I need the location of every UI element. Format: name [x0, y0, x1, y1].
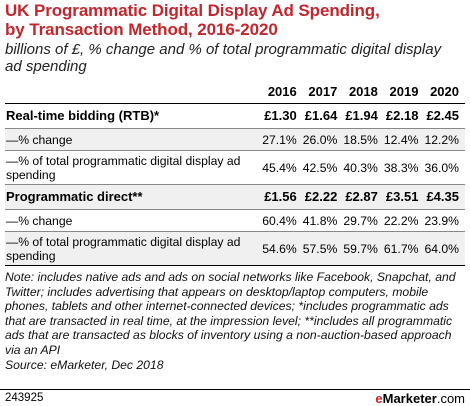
logo-e: e — [375, 390, 383, 406]
notes: Note: includes native ads and ads on soc… — [5, 270, 465, 372]
row-label: —% of total programmatic digital display… — [6, 153, 241, 182]
table-cell: 40.3% — [343, 160, 378, 175]
table-cell: £2.18 — [385, 108, 419, 123]
logo-domain: .com — [436, 390, 465, 406]
table-cell: £1.94 — [345, 108, 378, 123]
table-header-label — [5, 79, 262, 104]
row-label: Programmatic direct** — [5, 184, 263, 210]
header: UK Programmatic Digital Display Ad Spend… — [5, 0, 465, 75]
table-row: —% of total programmatic digital display… — [5, 231, 465, 266]
column-header-2017: 2017 — [308, 84, 338, 99]
row-label: —% of total programmatic digital display… — [5, 231, 263, 266]
table-body: Real-time bidding (RTB)* £1.30 £1.64 £1.94 £… — [5, 104, 465, 266]
table-cell: 18.5% — [343, 128, 384, 151]
table-header-row: 2016 2017 2018 2019 2020 — [5, 79, 465, 104]
row-label: —% change — [6, 213, 73, 228]
table-cell: £2.22 — [302, 184, 344, 210]
table-cell: £1.30 — [264, 108, 297, 123]
table-cell: £2.87 — [343, 184, 384, 210]
chart-title: UK Programmatic Digital Display Ad Spend… — [5, 1, 380, 39]
table-cell: 36.0% — [424, 160, 459, 175]
chart-id: 243925 — [5, 392, 44, 404]
data-table: 2016 2017 2018 2019 2020 Real-time bidding (… — [5, 79, 465, 266]
column-header-2018: 2018 — [348, 84, 378, 99]
logo-name: Marketer — [382, 390, 437, 406]
table-cell: 59.7% — [343, 231, 384, 266]
table-cell: 38.3% — [383, 160, 419, 175]
table-cell: £2.45 — [426, 108, 459, 123]
table-cell: 27.1% — [262, 128, 303, 151]
column-header-2020: 2020 — [430, 84, 459, 99]
chart-subtitle: billions of £, % change and % of total p… — [5, 41, 442, 75]
footer: 243925 eMarketer.com — [0, 389, 470, 406]
column-header-2019: 2019 — [389, 84, 419, 99]
table-cell: 29.7% — [343, 213, 378, 228]
table-cell: 41.8% — [302, 213, 338, 228]
table-cell: 22.2% — [383, 213, 419, 228]
table-cell: £1.56 — [262, 184, 303, 210]
note-text: Note: includes native ads and ads on soc… — [5, 270, 456, 357]
table-cell: 54.6% — [262, 231, 303, 266]
row-label: Real-time bidding (RTB)* — [6, 108, 160, 123]
column-header-2016: 2016 — [267, 84, 297, 99]
table-row: Programmatic direct** £1.56 £2.22 £2.87 £3.5… — [5, 184, 465, 210]
table-cell: 60.4% — [262, 213, 297, 228]
row-label: —% change — [5, 128, 263, 151]
table-row: —% of total programmatic digital display… — [5, 151, 465, 185]
table-cell: 61.7% — [383, 231, 425, 266]
table-row: —% change 60.4% 41.8% 29.7% 22.2% 23.9% — [5, 210, 465, 232]
table-cell: £3.51 — [383, 184, 425, 210]
table-cell: 57.5% — [302, 231, 344, 266]
table-cell: £1.64 — [304, 108, 338, 123]
source-text: Source: eMarketer, Dec 2018 — [5, 357, 164, 372]
table-cell: 42.5% — [302, 160, 338, 175]
table-cell: 26.0% — [302, 128, 344, 151]
table-cell: 64.0% — [424, 231, 465, 266]
table-cell: 12.2% — [424, 128, 465, 151]
emarketer-logo[interactable]: eMarketer.com — [375, 391, 465, 406]
table-cell: £4.35 — [424, 184, 465, 210]
table-cell: 23.9% — [424, 213, 459, 228]
table-cell: 12.4% — [383, 128, 425, 151]
table-row: —% change 27.1% 26.0% 18.5% 12.4% 12.2% — [5, 128, 465, 151]
table-cell: 45.4% — [262, 160, 297, 175]
table-row: Real-time bidding (RTB)* £1.30 £1.64 £1.94 £… — [5, 104, 465, 129]
